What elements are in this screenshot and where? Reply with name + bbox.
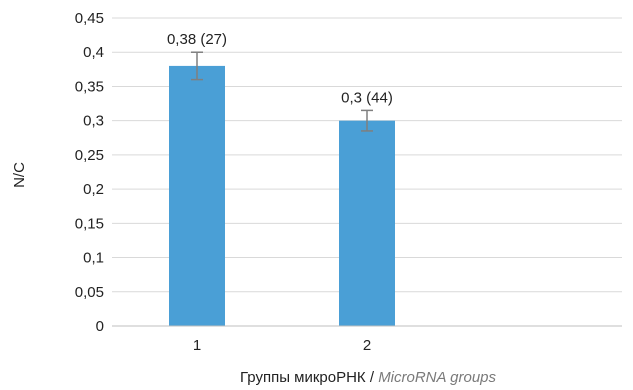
y-tick-label: 0,25	[75, 147, 104, 164]
y-tick-label: 0,15	[75, 215, 104, 232]
x-axis-title-ru: Группы микроРНК	[240, 369, 366, 386]
y-tick-label: 0,3	[83, 113, 104, 130]
y-tick-label: 0,1	[83, 250, 104, 267]
y-tick-label: 0,45	[75, 10, 104, 27]
y-tick-label: 0	[96, 318, 104, 335]
y-axis-title: N/C	[11, 162, 28, 188]
x-axis-title-separator: /	[366, 369, 379, 386]
bar	[339, 120, 395, 327]
y-tick-labels: 0 0,05 0,1 0,15 0,2 0,25 0,3 0,35 0,4 0,45	[75, 10, 104, 335]
error-bars	[191, 51, 373, 132]
error-bar	[191, 51, 203, 81]
x-axis-title-en: MicroRNA groups	[378, 369, 496, 386]
data-label: 0,38 (27)	[167, 31, 227, 48]
y-tick-label: 0,05	[75, 284, 104, 301]
x-axis-title: Группы микроРНК / MicroRNA groups	[240, 369, 496, 386]
y-tick-label: 0,35	[75, 78, 104, 95]
data-label: 0,3 (44)	[341, 89, 393, 106]
bar	[169, 65, 225, 327]
error-bar	[361, 109, 373, 132]
x-tick-label: 2	[363, 337, 371, 354]
y-tick-label: 0,4	[83, 44, 104, 61]
x-tick-label: 1	[193, 337, 201, 354]
data-labels: 0,38 (27) 0,3 (44)	[167, 31, 393, 106]
y-tick-label: 0,2	[83, 181, 104, 198]
bars	[169, 65, 395, 327]
